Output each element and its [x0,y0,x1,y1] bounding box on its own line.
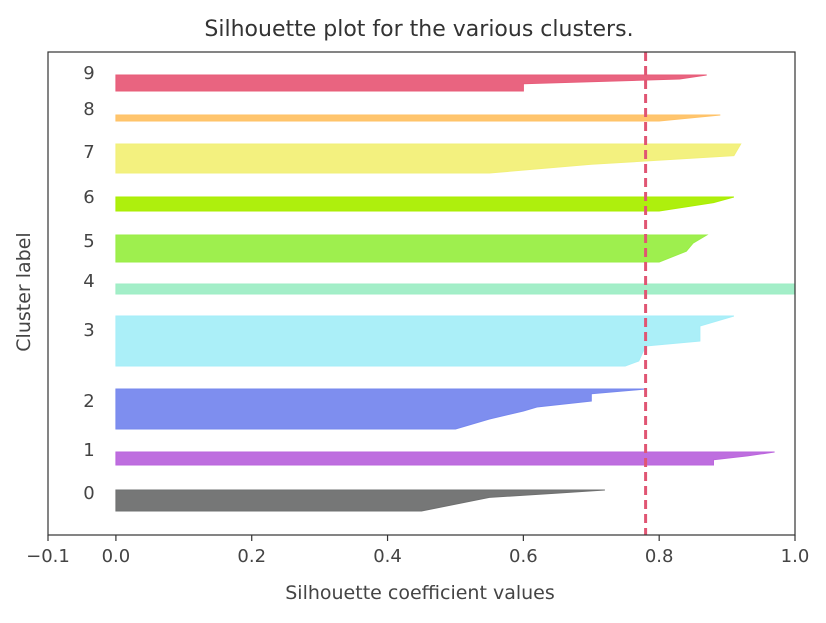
x-tick-label: 0.6 [509,546,538,567]
cluster-label-5: 5 [83,231,94,252]
cluster-label-3: 3 [83,320,94,341]
silhouette-band-cluster-3 [115,315,735,367]
x-tick-label: 0.4 [373,546,402,567]
x-tick-label: −0.1 [26,546,70,567]
silhouette-band-cluster-7 [115,143,742,174]
cluster-label-8: 8 [83,99,94,120]
cluster-label-4: 4 [83,271,94,292]
cluster-label-2: 2 [83,391,94,412]
silhouette-band-cluster-4 [115,283,796,295]
silhouette-band-cluster-0 [115,489,605,512]
silhouette-band-cluster-9 [115,74,707,92]
x-tick-label: 0.8 [645,546,674,567]
silhouette-band-cluster-8 [115,114,721,122]
x-tick-label: 1.0 [781,546,810,567]
cluster-label-6: 6 [83,187,94,208]
silhouette-band-cluster-6 [115,196,735,212]
x-tick-label: 0.2 [237,546,266,567]
cluster-label-7: 7 [83,142,94,163]
cluster-label-9: 9 [83,63,94,84]
plot-frame [47,51,796,536]
plot-area: 0 1 2 3 4 5 6 7 8 9 −0.1 0.0 0.2 0.4 0.6 0.8 1.0 [26,51,810,567]
x-tick-label: 0.0 [102,546,131,567]
silhouette-band-cluster-1 [115,451,775,466]
silhouette-band-cluster-2 [115,388,646,430]
chart-title: Silhouette plot for the various clusters… [204,17,633,42]
cluster-label-0: 0 [83,483,94,504]
y-axis-label: Cluster label [13,232,35,351]
silhouette-band-cluster-5 [115,234,709,263]
cluster-label-1: 1 [83,440,94,461]
x-axis-label: Silhouette coefficient values [285,582,555,604]
